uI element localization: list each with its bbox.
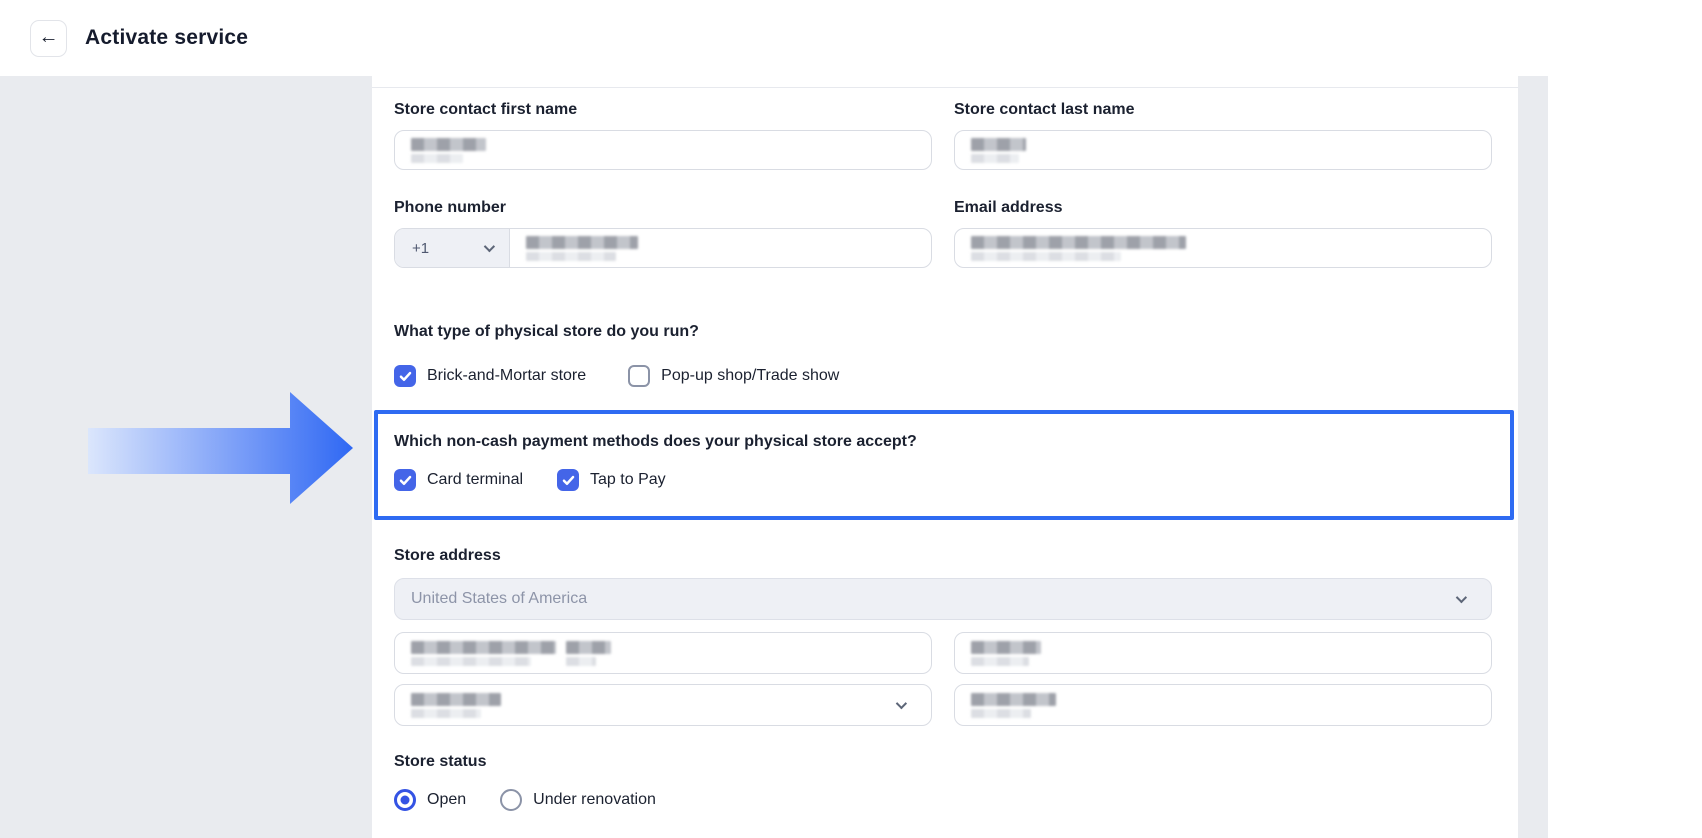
store-type-option-popup[interactable]: Pop-up shop/Trade show	[628, 365, 839, 387]
phone-country-code: +1	[412, 239, 430, 257]
radio-selected-icon	[394, 789, 416, 811]
checkbox-label: Card terminal	[427, 471, 524, 488]
checkbox-checked-icon	[394, 365, 416, 387]
checkbox-checked-icon	[394, 469, 416, 491]
form-panel: Store contact first name Store contact l…	[372, 76, 1518, 838]
payment-option-card-terminal[interactable]: Card terminal	[394, 469, 523, 491]
redacted-value	[411, 692, 501, 718]
store-status-label: Store status	[394, 753, 487, 770]
blue-arrow-annotation	[88, 392, 353, 504]
page-title: Activate service	[85, 26, 249, 49]
redacted-value	[971, 640, 1041, 666]
chevron-down-icon	[895, 697, 908, 710]
last-name-input[interactable]	[954, 130, 1492, 170]
payment-option-tap-to-pay[interactable]: Tap to Pay	[557, 469, 666, 491]
redacted-value	[526, 235, 638, 261]
last-name-field: Store contact last name	[954, 100, 1492, 170]
store-status-option-open[interactable]: Open	[394, 789, 466, 811]
redacted-value	[971, 137, 1026, 163]
city-input[interactable]	[954, 632, 1492, 674]
checkbox-label: Tap to Pay	[590, 471, 666, 488]
store-address-section: Store address United States of America	[394, 546, 1492, 726]
checkbox-label: Pop-up shop/Trade show	[661, 367, 840, 384]
redacted-value	[411, 137, 486, 163]
store-address-label: Store address	[394, 547, 501, 564]
store-type-section: What type of physical store do you run? …	[394, 322, 1492, 388]
arrow-left-icon: ←	[38, 26, 59, 48]
email-field: Email address	[954, 198, 1492, 268]
phone-field: Phone number +1	[394, 198, 932, 268]
store-status-section: Store status Open Under renovation	[394, 752, 1492, 812]
checkbox-label: Brick-and-Mortar store	[427, 367, 587, 384]
street-address-input[interactable]	[394, 632, 932, 674]
radio-unselected-icon	[500, 789, 523, 811]
state-select[interactable]	[394, 684, 932, 726]
email-label: Email address	[954, 199, 1063, 216]
email-input[interactable]	[954, 228, 1492, 268]
phone-label: Phone number	[394, 199, 507, 216]
radio-label: Open	[427, 791, 467, 808]
store-status-option-under-renovation[interactable]: Under renovation	[500, 789, 656, 811]
checkbox-unchecked-icon	[628, 365, 651, 387]
checkbox-checked-icon	[557, 469, 580, 491]
first-name-input[interactable]	[394, 130, 932, 170]
app-header: ← Activate service	[0, 0, 1702, 76]
phone-country-select[interactable]: +1	[395, 229, 510, 267]
redacted-value	[971, 692, 1056, 718]
chevron-down-icon	[483, 240, 496, 253]
payment-methods-highlight-box: Which non-cash payment methods does your…	[374, 410, 1514, 520]
store-type-option-brick-and-mortar[interactable]: Brick-and-Mortar store	[394, 365, 586, 387]
country-select-value: United States of America	[411, 590, 588, 607]
payment-methods-label: Which non-cash payment methods does your…	[394, 433, 917, 450]
redacted-value	[971, 235, 1186, 261]
last-name-label: Store contact last name	[954, 101, 1135, 118]
chevron-down-icon	[1455, 591, 1468, 604]
right-panel	[1548, 76, 1702, 838]
phone-input[interactable]: +1	[394, 228, 932, 268]
zip-input[interactable]	[954, 684, 1492, 726]
back-button[interactable]: ←	[30, 19, 67, 57]
radio-label: Under renovation	[533, 791, 656, 808]
country-select[interactable]: United States of America	[394, 578, 1492, 620]
store-type-label: What type of physical store do you run?	[394, 323, 699, 340]
first-name-label: Store contact first name	[394, 101, 578, 118]
first-name-field: Store contact first name	[394, 100, 932, 170]
section-divider	[372, 87, 1518, 88]
redacted-value	[411, 640, 611, 666]
